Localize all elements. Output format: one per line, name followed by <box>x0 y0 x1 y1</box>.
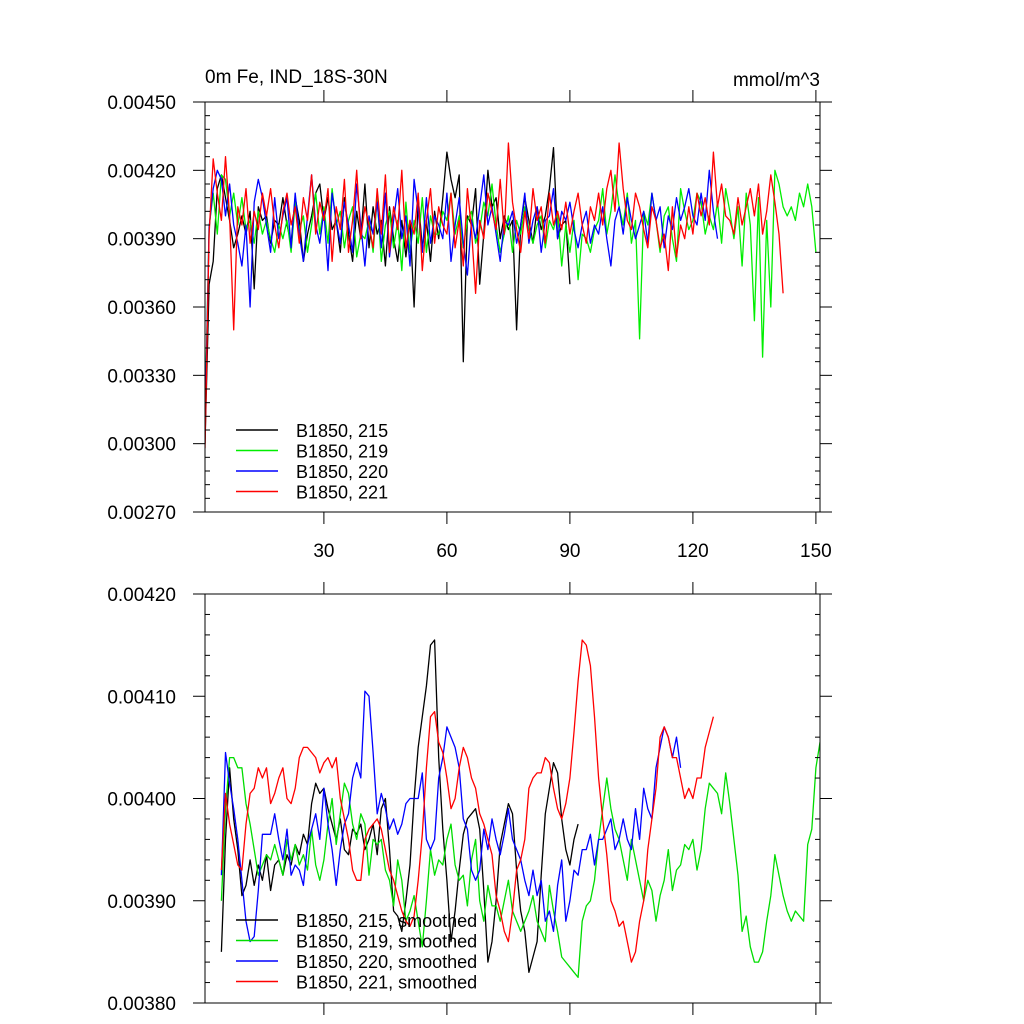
bottom-panel: 0.00380 0.00390 0.00400 0.00410 0.00420 B1850… <box>107 582 832 1015</box>
y-tick-label: 0.00400 <box>107 790 176 811</box>
y-tick-label: 0.00300 <box>107 435 176 456</box>
series-group <box>205 142 817 449</box>
legend-label-2: B1850, 219 <box>296 442 388 462</box>
y-tick-label: 0.00390 <box>107 230 176 251</box>
x-tick-label: 30 <box>313 541 334 562</box>
y-tick-label: 0.00270 <box>107 503 176 524</box>
legend-label-3: B1850, 220, smoothed <box>296 952 477 972</box>
y-tick-label: 0.00360 <box>107 298 176 319</box>
y-tick-label: 0.00450 <box>107 93 176 114</box>
y-tick-label: 0.00420 <box>107 585 176 606</box>
legend-label-3: B1850, 220 <box>296 462 388 482</box>
series-line-2 <box>220 741 820 979</box>
series-line-4 <box>220 639 715 963</box>
series-line-2 <box>205 169 817 421</box>
y-tick-label: 0.00330 <box>107 366 176 387</box>
x-tick-label: 150 <box>800 541 832 562</box>
y-tick-label: 0.00380 <box>107 994 176 1015</box>
legend-label-4: B1850, 221, smoothed <box>296 973 477 993</box>
y-tick-label: 0.00390 <box>107 892 176 913</box>
legend-label-1: B1850, 215 <box>296 421 388 441</box>
x-tick-label: 90 <box>559 541 580 562</box>
top-panel-title: 0m Fe, IND_18S-30N <box>205 67 388 88</box>
series-group <box>220 639 820 979</box>
x-tick-label: 60 <box>436 541 457 562</box>
top-panel: 0.00270 0.00300 0.00330 0.00360 0.00390 0.004… <box>107 90 832 562</box>
top-panel-units: mmol/m^3 <box>733 70 820 91</box>
y-tick-label: 0.00410 <box>107 687 176 708</box>
y-tick-label: 0.00420 <box>107 161 176 182</box>
series-line-4 <box>205 142 784 449</box>
legend-label-1: B1850, 215, smoothed <box>296 911 477 931</box>
legend-label-4: B1850, 221 <box>296 483 388 503</box>
legend-label-2: B1850, 219, smoothed <box>296 932 477 952</box>
x-tick-label: 120 <box>677 541 709 562</box>
